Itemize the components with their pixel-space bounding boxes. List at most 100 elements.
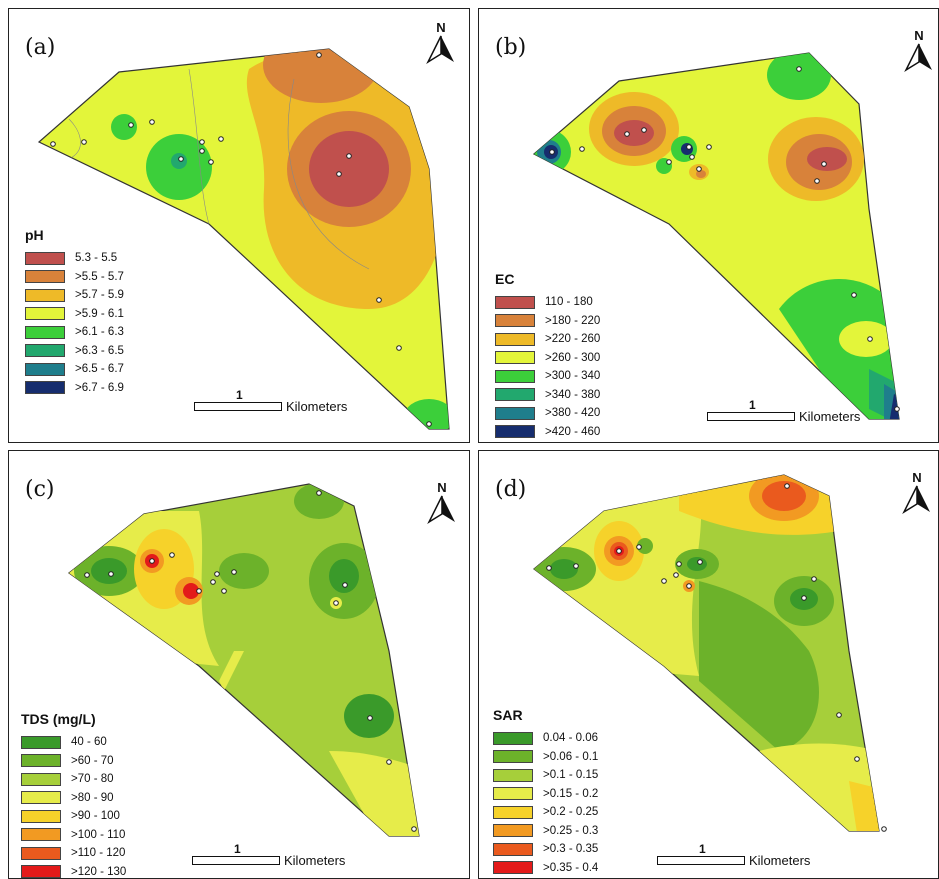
legend-item: 0.04 - 0.06 bbox=[493, 729, 598, 748]
legend: EC 110 - 180 >180 - 220 >220 - 260 >260 - 3… bbox=[495, 271, 600, 441]
legend-item: >0.06 - 0.1 bbox=[493, 748, 598, 767]
legend-swatch bbox=[493, 842, 533, 856]
legend-label: >80 - 90 bbox=[71, 791, 114, 804]
legend-swatch bbox=[25, 270, 65, 284]
legend-label: >100 - 110 bbox=[71, 828, 126, 841]
legend-label: >0.15 - 0.2 bbox=[543, 787, 599, 800]
panel-label: (c) bbox=[25, 477, 55, 502]
legend-swatch bbox=[21, 809, 61, 823]
legend: SAR 0.04 - 0.06 >0.06 - 0.1 >0.1 - 0.15 >0.… bbox=[493, 707, 598, 877]
legend-label: >6.7 - 6.9 bbox=[75, 381, 124, 394]
legend: TDS (mg/L) 40 - 60 >60 - 70 >70 - 80 >80 - … bbox=[21, 711, 127, 878]
legend-item: >180 - 220 bbox=[495, 312, 600, 331]
scale-unit: Kilometers bbox=[749, 853, 811, 868]
legend-item: >0.25 - 0.3 bbox=[493, 822, 598, 841]
legend-label: >300 - 340 bbox=[545, 370, 601, 383]
legend-rows: 5.3 - 5.5 >5.5 - 5.7 >5.7 - 5.9 >5.9 - 6.1 >… bbox=[25, 249, 124, 397]
scale-bar-graphic bbox=[657, 856, 745, 865]
legend-swatch bbox=[495, 295, 535, 309]
legend-label: >6.1 - 6.3 bbox=[75, 326, 124, 339]
legend-item: >5.9 - 6.1 bbox=[25, 305, 124, 324]
scale-value: 1 bbox=[699, 842, 706, 856]
legend-item: >6.1 - 6.3 bbox=[25, 323, 124, 342]
scale-value: 1 bbox=[749, 398, 756, 412]
legend-item: >0.1 - 0.15 bbox=[493, 766, 598, 785]
sample-points bbox=[549, 66, 900, 412]
legend-label: >110 - 120 bbox=[71, 847, 126, 860]
legend-item: >6.5 - 6.7 bbox=[25, 360, 124, 379]
legend-label: 110 - 180 bbox=[545, 296, 593, 309]
legend-item: >6.3 - 6.5 bbox=[25, 342, 124, 361]
scale-bar-graphic bbox=[194, 402, 282, 411]
north-arrow-icon: N bbox=[422, 481, 462, 529]
legend-label: >5.9 - 6.1 bbox=[75, 307, 124, 320]
scale-value: 1 bbox=[234, 842, 241, 856]
legend-item: >420 - 460 bbox=[495, 423, 600, 442]
legend-swatch bbox=[493, 787, 533, 801]
legend-label: >6.5 - 6.7 bbox=[75, 363, 124, 376]
legend-item: >300 - 340 bbox=[495, 367, 600, 386]
sample-points bbox=[50, 52, 432, 427]
legend-swatch bbox=[21, 828, 61, 842]
legend-item: 110 - 180 bbox=[495, 293, 600, 312]
scale-unit: Kilometers bbox=[284, 853, 346, 868]
legend-swatch bbox=[493, 768, 533, 782]
legend-label: >90 - 100 bbox=[71, 810, 120, 823]
legend-label: 40 - 60 bbox=[71, 736, 107, 749]
legend-title: SAR bbox=[493, 707, 523, 723]
legend-swatch bbox=[495, 425, 535, 439]
legend-label: 5.3 - 5.5 bbox=[75, 252, 118, 265]
legend-label: >420 - 460 bbox=[545, 425, 601, 438]
legend-item: >100 - 110 bbox=[21, 826, 126, 845]
legend-label: >220 - 260 bbox=[545, 333, 601, 346]
legend-item: 40 - 60 bbox=[21, 733, 126, 752]
legend-swatch bbox=[21, 791, 61, 805]
north-arrow-icon: N bbox=[421, 21, 461, 69]
legend-swatch bbox=[25, 307, 65, 321]
legend-title: pH bbox=[25, 227, 44, 243]
legend-label: >260 - 300 bbox=[545, 351, 601, 364]
legend-rows: 110 - 180 >180 - 220 >220 - 260 >260 - 300 >… bbox=[495, 293, 600, 441]
legend-item: 5.3 - 5.5 bbox=[25, 249, 124, 268]
north-arrow-icon: N bbox=[899, 28, 938, 77]
legend-item: >220 - 260 bbox=[495, 330, 600, 349]
legend-item: >6.7 - 6.9 bbox=[25, 379, 124, 398]
legend-swatch bbox=[493, 805, 533, 819]
legend-swatch bbox=[495, 369, 535, 383]
legend-item: >340 - 380 bbox=[495, 386, 600, 405]
map-panel-ec: (b) N EC 110 - 180 >180 - 220 >220 - 260 >2… bbox=[478, 8, 939, 443]
legend: pH 5.3 - 5.5 >5.5 - 5.7 >5.7 - 5.9 >5.9 - 6… bbox=[25, 227, 124, 397]
ec-zones bbox=[534, 53, 899, 419]
legend-item: >5.5 - 5.7 bbox=[25, 268, 124, 287]
legend-label: >120 - 130 bbox=[71, 865, 127, 878]
legend-item: >380 - 420 bbox=[495, 404, 600, 423]
legend-swatch bbox=[493, 750, 533, 764]
legend-swatch bbox=[21, 846, 61, 860]
legend-label: >0.25 - 0.3 bbox=[543, 824, 599, 837]
legend-swatch bbox=[495, 332, 535, 346]
ec-map-svg bbox=[532, 52, 900, 420]
legend-swatch bbox=[493, 731, 533, 745]
legend-label: >60 - 70 bbox=[71, 754, 114, 767]
legend-swatch bbox=[25, 381, 65, 395]
legend-swatch bbox=[493, 861, 533, 875]
scale-bar-graphic bbox=[192, 856, 280, 865]
legend-swatch bbox=[495, 406, 535, 420]
legend-rows: 40 - 60 >60 - 70 >70 - 80 >80 - 90 >90 - 100… bbox=[21, 733, 127, 878]
legend-label: >0.35 - 0.4 bbox=[543, 861, 599, 874]
legend-rows: 0.04 - 0.06 >0.06 - 0.1 >0.1 - 0.15 >0.15 -… bbox=[493, 729, 598, 877]
north-label: N bbox=[436, 20, 446, 35]
legend-item: >260 - 300 bbox=[495, 349, 600, 368]
legend-item: >80 - 90 bbox=[21, 789, 126, 808]
legend-swatch bbox=[495, 388, 535, 402]
sar-map-svg bbox=[533, 474, 887, 832]
ph-map-svg bbox=[37, 48, 450, 430]
legend-title: EC bbox=[495, 271, 515, 287]
scale-unit: Kilometers bbox=[286, 399, 348, 414]
legend-label: >0.2 - 0.25 bbox=[543, 806, 599, 819]
north-label: N bbox=[914, 28, 924, 43]
legend-swatch bbox=[495, 314, 535, 328]
map-panel-sar: (d) N SAR 0.04 - 0.06 >0.06 - 0.1 >0.1 - 0… bbox=[478, 450, 939, 879]
scale-bar-graphic bbox=[707, 412, 795, 421]
legend-swatch bbox=[25, 288, 65, 302]
